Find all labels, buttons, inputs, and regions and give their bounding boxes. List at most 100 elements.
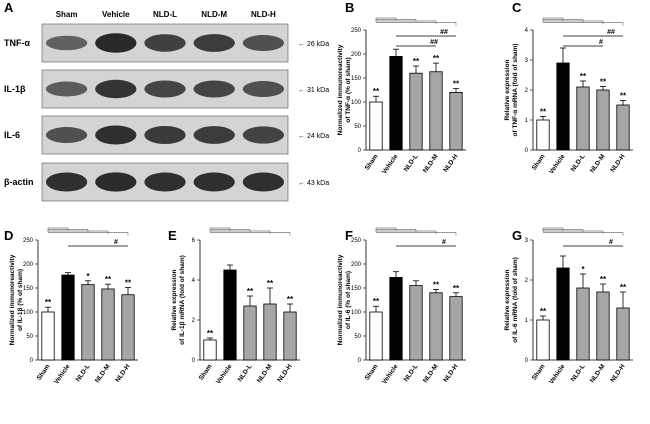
category-label: NLD-M	[256, 363, 274, 384]
y-axis-label: of TNF-α (% of sham)	[345, 57, 352, 122]
y-axis-label: of IL-1β mRNA (fold of sham)	[179, 255, 186, 345]
y-tick-label: 1	[525, 118, 529, 124]
bar	[81, 284, 95, 361]
category-label: Sham	[531, 153, 547, 172]
significance-mark: *	[581, 265, 585, 274]
hash-mark: ##	[430, 39, 438, 46]
category-label: NLD-M	[422, 363, 440, 384]
category-label: NLD-H	[442, 153, 460, 174]
protein-label: IL-1β	[4, 84, 26, 94]
blot-band	[144, 172, 186, 192]
lane-label: NLD-M	[201, 10, 227, 19]
y-tick-label: 50	[354, 334, 361, 340]
bar	[556, 62, 570, 151]
bar	[536, 319, 550, 361]
significance-mark: **	[125, 279, 132, 288]
panel-letter-A: A	[4, 0, 14, 15]
y-tick-label: 4	[192, 278, 196, 284]
significance-mark: **	[620, 283, 627, 292]
y-tick-label: 100	[23, 310, 34, 316]
bar	[369, 101, 383, 151]
blot-band	[193, 34, 235, 52]
category-label: NLD-M	[422, 153, 440, 174]
significance-mark: **	[620, 92, 627, 101]
blot-band	[144, 80, 186, 98]
y-axis-label: Relative expression	[504, 59, 511, 120]
significance-mark: **	[247, 287, 254, 296]
category-label: Vehicle	[215, 363, 234, 386]
hash-mark: #	[114, 239, 118, 246]
bar	[389, 277, 403, 361]
panel-letter-F: F	[345, 228, 353, 243]
panel-letter-B: B	[345, 0, 354, 15]
lane-label: Vehicle	[102, 10, 130, 19]
bar	[556, 267, 570, 361]
category-label: NLD-L	[237, 363, 254, 383]
bar	[263, 303, 277, 361]
bar	[283, 311, 297, 361]
bar	[576, 287, 590, 361]
significance-mark: **	[580, 72, 587, 81]
y-tick-label: 3	[525, 58, 529, 64]
y-tick-label: 50	[354, 124, 361, 130]
blot-band	[95, 79, 137, 99]
y-tick-label: 50	[26, 334, 33, 340]
bar	[61, 274, 75, 361]
y-tick-label: 1	[525, 318, 529, 324]
category-label: Vehicle	[548, 363, 567, 386]
bar	[536, 119, 550, 151]
y-tick-label: 200	[351, 262, 362, 268]
y-tick-label: 4	[525, 28, 529, 34]
significance-mark: **	[105, 275, 112, 284]
bar	[409, 72, 423, 151]
kda-label: ← 43 kDa	[298, 180, 329, 187]
blot-band	[45, 35, 88, 51]
category-label: Vehicle	[381, 363, 400, 386]
category-label: NLD-L	[570, 153, 587, 173]
y-tick-label: 0	[525, 358, 529, 364]
lane-label: NLD-H	[251, 10, 276, 19]
y-tick-label: 0	[525, 148, 529, 154]
category-label: NLD-H	[276, 363, 294, 384]
y-tick-label: 0	[358, 148, 362, 154]
significance-mark: **	[433, 280, 440, 289]
y-tick-label: 100	[351, 100, 362, 106]
significance-mark: **	[453, 284, 460, 293]
protein-label: IL-6	[4, 130, 20, 140]
blot-band	[144, 126, 186, 144]
bar	[203, 339, 217, 361]
y-tick-label: 2	[525, 278, 529, 284]
panel-letter-D: D	[4, 228, 13, 243]
category-label: NLD-L	[403, 363, 420, 383]
y-tick-label: 250	[351, 238, 362, 244]
blot-band	[45, 81, 88, 97]
y-axis-label: Normalized immunoreactivity	[9, 254, 16, 345]
category-label: Sham	[364, 363, 380, 382]
panel-letter-C: C	[512, 0, 522, 15]
hash-mark: ##	[607, 29, 615, 36]
significance-mark: **	[267, 279, 274, 288]
y-axis-label: Normalized immunoreactivity	[337, 44, 344, 135]
bar	[449, 296, 463, 361]
y-tick-label: 100	[351, 310, 362, 316]
lane-label: NLD-L	[153, 10, 177, 19]
blot-band	[193, 172, 235, 192]
category-label: Sham	[364, 153, 380, 172]
bar	[41, 311, 55, 361]
category-label: NLD-L	[75, 363, 92, 383]
y-axis-label: of TNF-α mRNA (fold of sham)	[512, 44, 519, 137]
blot-band	[242, 172, 285, 192]
y-tick-label: 150	[23, 286, 34, 292]
category-label: NLD-H	[442, 363, 460, 384]
category-label: Vehicle	[381, 153, 400, 176]
bar	[121, 294, 135, 361]
bar	[389, 56, 403, 151]
y-tick-label: 2	[525, 88, 529, 94]
significance-mark: **	[287, 295, 294, 304]
significance-mark: **	[373, 297, 380, 306]
category-label: NLD-H	[609, 153, 627, 174]
hash-mark: ##	[440, 29, 448, 36]
blot-band	[193, 126, 235, 144]
lane-label: Sham	[56, 10, 78, 19]
y-axis-label: Normalized immunoreactivity	[337, 254, 344, 345]
